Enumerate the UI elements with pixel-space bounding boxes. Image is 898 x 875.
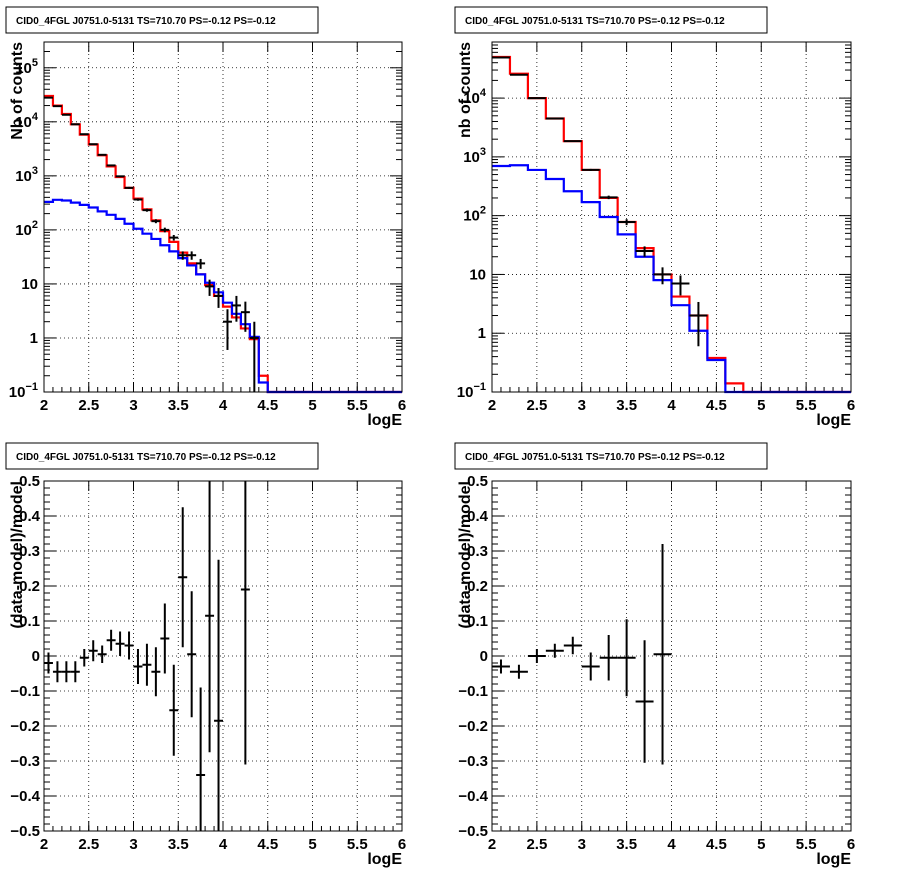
x-tick-label: 3.5 [168,397,189,414]
x-tick-label: 5 [757,836,765,853]
title-box [5,6,319,34]
x-tick-label: 5 [308,397,316,414]
x-tick-label: 4 [667,836,676,853]
series-line-0 [44,94,402,394]
y-axis-label: nb of counts [457,42,474,138]
title-box [5,442,319,470]
y-tick-label: 0.4 [467,508,489,525]
x-axis-label: logE [367,851,402,868]
y-tick-label: 10−1 [9,381,38,401]
y-tick-label: 103 [463,146,486,166]
y-tick-label: 0.3 [19,543,40,560]
x-axis-label: logE [816,412,851,429]
x-tick-label: 5.5 [347,836,368,853]
title-box [454,442,768,470]
y-tick-label: −0.1 [458,683,488,700]
x-tick-label: 3.5 [616,836,637,853]
y-tick-label: 10−1 [457,381,486,401]
plot-frame [43,41,403,393]
y-tick-label: −0.5 [458,823,488,840]
y-tick-label: 102 [15,219,38,239]
y-tick-label: −0.3 [458,753,488,770]
y-tick-label: 103 [15,165,38,185]
x-tick-label: 6 [398,397,406,414]
title-box [454,6,768,34]
x-tick-label: 3 [578,397,586,414]
x-tick-label: 3 [578,836,586,853]
x-tick-label: 5.5 [796,836,817,853]
y-tick-label: 0.2 [467,578,488,595]
plot-frame [491,480,852,832]
y-tick-label: 0.5 [467,473,488,490]
y-tick-label: −0.5 [10,823,40,840]
x-tick-label: 4.5 [257,836,278,853]
x-tick-label: 4.5 [706,836,727,853]
residual-plot-right: CID0_4FGL J0751.0-5131 TS=710.70 PS=-0.1… [454,442,855,868]
y-tick-label: 104 [15,111,39,131]
y-tick-label: 0.1 [19,613,40,630]
y-tick-label: 105 [15,57,38,77]
x-tick-label: 2 [40,397,48,414]
y-tick-label: −0.2 [458,718,488,735]
chart-title: CID0_4FGL J0751.0-5131 TS=710.70 PS=-0.1… [465,16,725,27]
x-tick-label: 3 [129,836,137,853]
y-axis-label: (data-model)/model [9,481,26,629]
x-tick-label: 5.5 [796,397,817,414]
x-tick-label: 2.5 [526,397,547,414]
x-tick-label: 2.5 [526,836,547,853]
y-tick-label: 0.1 [467,613,488,630]
x-tick-label: 3 [129,397,137,414]
x-tick-label: 2 [40,836,48,853]
plot-frame [43,480,403,832]
x-tick-label: 4 [219,836,228,853]
x-tick-label: 3.5 [168,836,189,853]
x-tick-label: 4.5 [706,397,727,414]
residual-plot-left: CID0_4FGL J0751.0-5131 TS=710.70 PS=-0.1… [5,442,406,868]
y-axis-label: (data-model)/model [457,481,474,629]
x-tick-label: 2.5 [78,397,99,414]
x-tick-label: 4 [219,397,228,414]
y-tick-label: −0.1 [10,683,40,700]
x-tick-label: 6 [847,836,855,853]
y-tick-label: 0.5 [19,473,40,490]
y-tick-label: 104 [463,87,487,107]
counts-plot-left: CID0_4FGL J0751.0-5131 TS=710.70 PS=-0.1… [5,6,406,429]
y-tick-label: 10 [469,266,486,283]
x-tick-label: 6 [398,836,406,853]
x-tick-label: 4.5 [257,397,278,414]
y-tick-label: 0.3 [467,543,488,560]
x-tick-label: 5 [308,836,316,853]
y-axis-label: Nb of counts [9,42,26,140]
y-tick-label: −0.4 [10,788,40,805]
y-tick-label: −0.4 [458,788,488,805]
y-tick-label: −0.3 [10,753,40,770]
y-tick-label: 102 [463,205,486,225]
x-tick-label: 3.5 [616,397,637,414]
x-tick-label: 5.5 [347,397,368,414]
series-line-0 [492,55,851,394]
x-tick-label: 6 [847,397,855,414]
x-tick-label: 2 [488,397,496,414]
x-tick-label: 2 [488,836,496,853]
y-tick-label: 10 [21,276,38,293]
chart-title: CID0_4FGL J0751.0-5131 TS=710.70 PS=-0.1… [16,452,276,463]
x-tick-label: 5 [757,397,765,414]
x-tick-label: 2.5 [78,836,99,853]
y-tick-label: 1 [478,325,486,342]
y-tick-label: −0.2 [10,718,40,735]
chart-title: CID0_4FGL J0751.0-5131 TS=710.70 PS=-0.1… [465,452,725,463]
x-axis-label: logE [816,851,851,868]
y-tick-label: 0.2 [19,578,40,595]
chart-title: CID0_4FGL J0751.0-5131 TS=710.70 PS=-0.1… [16,16,276,27]
x-tick-label: 4 [667,397,676,414]
y-tick-label: 0 [480,648,488,665]
plot-frame [491,41,852,393]
x-axis-label: logE [367,412,402,429]
y-tick-label: 0 [32,648,40,665]
counts-plot-right: CID0_4FGL J0751.0-5131 TS=710.70 PS=-0.1… [454,6,855,429]
y-tick-label: 0.4 [19,508,41,525]
y-tick-label: 1 [30,330,38,347]
